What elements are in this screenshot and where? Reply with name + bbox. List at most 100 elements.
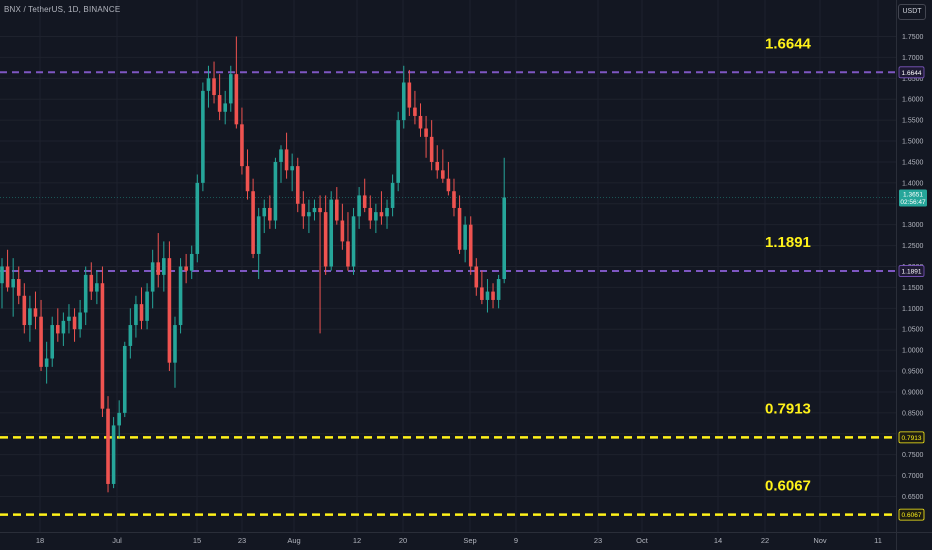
candle[interactable] [335,187,339,225]
candle[interactable] [268,195,272,229]
candle[interactable] [312,199,317,221]
candle[interactable] [262,199,267,234]
candle[interactable] [418,103,423,137]
candle[interactable] [100,266,105,418]
candle[interactable] [206,65,211,108]
candle[interactable] [346,212,350,271]
candle[interactable] [468,216,473,275]
candle[interactable] [446,161,451,196]
candle[interactable] [117,400,121,438]
candle[interactable] [134,295,138,338]
candle[interactable] [195,174,200,263]
candle[interactable] [496,274,501,309]
candle[interactable] [72,308,77,342]
candle[interactable] [318,195,322,334]
candle[interactable] [441,149,445,183]
candle[interactable] [295,157,300,213]
candle[interactable] [256,207,261,280]
candle[interactable] [340,203,345,250]
candle[interactable] [167,241,172,372]
candle[interactable] [485,279,490,313]
candle-body [212,78,216,96]
candle[interactable] [111,417,116,489]
candle[interactable] [273,157,278,229]
candle[interactable] [301,191,306,229]
candle[interactable] [351,207,356,275]
candle[interactable] [452,178,456,217]
candle[interactable] [217,74,222,121]
currency-button[interactable]: USDT [898,4,926,20]
candle[interactable] [223,90,227,125]
candle[interactable] [189,245,194,280]
candle[interactable] [385,199,389,229]
candle[interactable] [44,341,49,384]
candle[interactable] [16,266,21,305]
candle[interactable] [413,90,417,125]
candle[interactable] [83,266,88,326]
candle[interactable] [150,249,155,309]
candle[interactable] [212,61,216,104]
candle[interactable] [374,203,378,234]
candle[interactable] [173,316,177,388]
candle[interactable] [491,283,495,309]
candle[interactable] [162,241,166,292]
candle[interactable] [33,291,38,330]
candle[interactable] [463,216,467,263]
candle[interactable] [429,120,434,171]
symbol-title[interactable]: BNX / TetherUS, 1D, BINANCE [4,5,121,14]
candle[interactable] [145,283,149,330]
candle[interactable] [128,308,133,359]
candle[interactable] [480,270,484,305]
candle[interactable] [78,299,82,338]
candle[interactable] [323,195,328,275]
price-tick-label: 1.4000 [902,180,924,187]
candle[interactable] [201,82,205,192]
candle[interactable] [39,299,43,372]
candle[interactable] [11,258,15,317]
candle[interactable] [122,341,127,418]
candle[interactable] [61,312,66,346]
candle[interactable] [251,178,255,259]
candle[interactable] [178,258,183,334]
candle[interactable] [184,253,188,284]
candle[interactable] [245,149,250,200]
candle[interactable] [307,199,311,234]
candle[interactable] [0,258,4,309]
candle[interactable] [228,65,233,112]
candle[interactable] [234,36,239,129]
candles[interactable] [0,36,506,493]
candle[interactable] [28,295,32,342]
candle[interactable] [50,316,55,367]
candle[interactable] [396,111,400,192]
candle[interactable] [368,195,373,229]
time-axis[interactable]: 18 Jul 15 23 Aug 12 20 Sep 9 23 Oct 14 22 Nov 11 [36,536,882,545]
candle[interactable] [357,187,361,229]
candle[interactable] [390,174,395,217]
candle[interactable] [362,178,367,213]
candle[interactable] [106,396,110,493]
candle[interactable] [401,65,406,129]
candle[interactable] [284,132,289,179]
candle[interactable] [474,258,479,296]
candle[interactable] [379,191,384,225]
candle-body [256,216,261,254]
candle[interactable] [329,191,334,271]
candle[interactable] [95,270,99,305]
candle[interactable] [156,233,161,288]
candle[interactable] [5,249,10,292]
candle[interactable] [139,287,144,330]
candle[interactable] [435,145,440,179]
candle[interactable] [502,157,506,284]
candle[interactable] [424,115,428,158]
candle-body [150,262,155,292]
candle[interactable] [89,262,94,300]
candle[interactable] [279,145,283,183]
candle[interactable] [407,69,412,116]
candle[interactable] [22,283,27,334]
candle[interactable] [457,195,462,254]
candle[interactable] [290,153,294,192]
candle[interactable] [67,304,71,334]
candle[interactable] [240,107,244,175]
candle[interactable] [56,308,60,342]
